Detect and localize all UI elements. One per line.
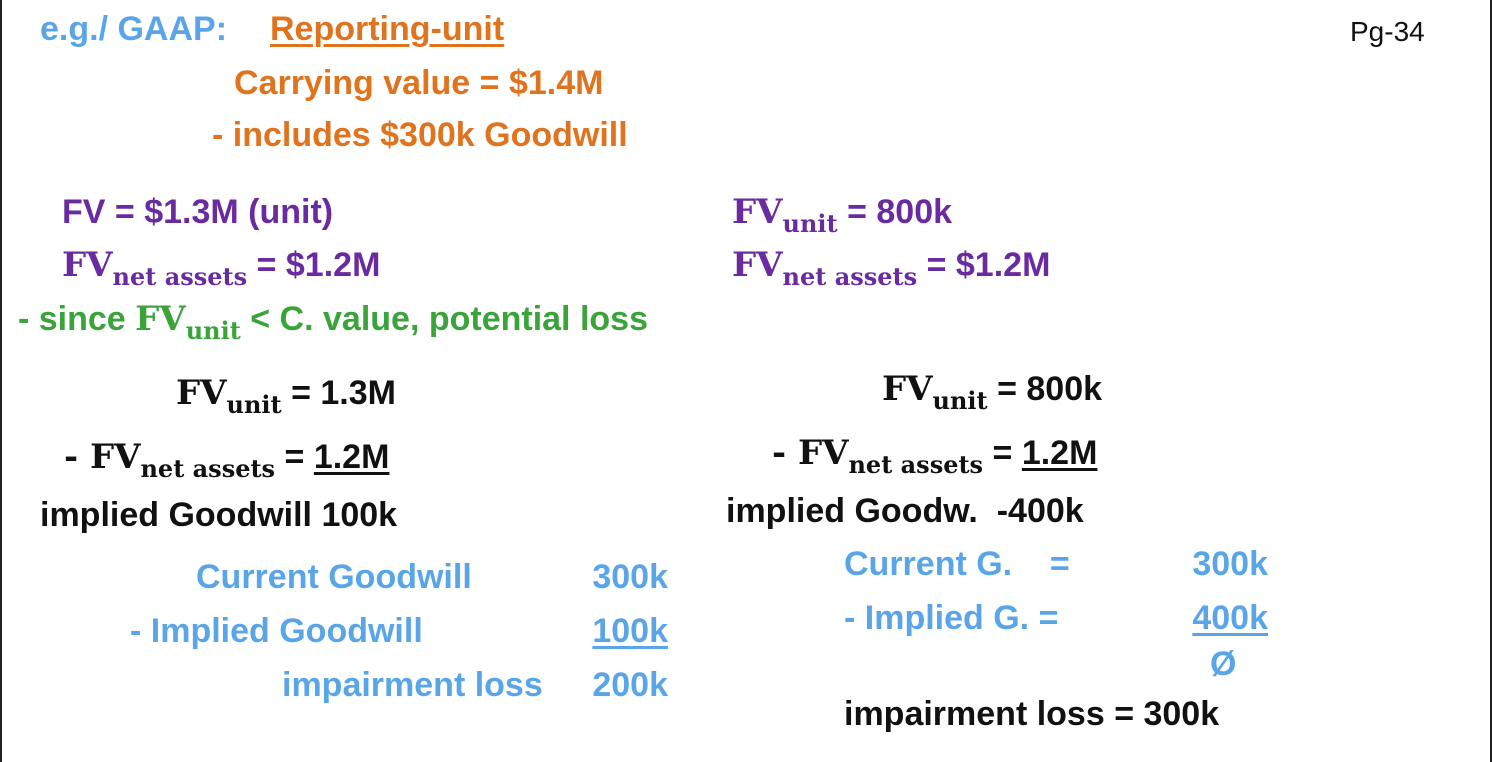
carrying-value-line: Carrying value = $1.4M xyxy=(234,64,604,102)
left-implied-goodwill: implied Goodwill 100k xyxy=(40,496,398,534)
topic-title: Reporting-unit xyxy=(270,10,505,48)
left-fv-net-assets-calc: - FVnet assets = 1.2M xyxy=(64,437,390,483)
example-label: e.g./ GAAP: xyxy=(40,10,228,48)
left-impairment-loss-label: impairment loss xyxy=(282,666,543,704)
left-implied-goodwill-value: 100k xyxy=(592,612,668,650)
fv-unit-left: FV = $1.3M (unit) xyxy=(62,193,334,231)
fv-net-assets-left: FVnet assets = $1.2M xyxy=(62,245,381,291)
potential-loss-note: - since FVunit < C. value, potential los… xyxy=(18,299,648,345)
left-fv-unit-calc: FVunit = 1.3M xyxy=(176,373,396,419)
fv-unit-right: FVunit = 800k xyxy=(732,192,953,238)
left-implied-goodwill-label: - Implied Goodwill xyxy=(130,612,423,650)
right-fv-net-assets-calc: - FVnet assets = 1.2M xyxy=(772,433,1098,479)
right-impairment-loss: impairment loss = 300k xyxy=(844,695,1220,733)
right-current-goodwill-label: Current G. = xyxy=(844,545,1070,583)
right-implied-goodwill-value: 400k xyxy=(1192,599,1268,637)
right-implied-goodwill: implied Goodw. -400k xyxy=(726,492,1084,530)
page-number: Pg-34 xyxy=(1350,16,1425,47)
goodwill-included-line: - includes $300k Goodwill xyxy=(212,116,628,154)
left-current-goodwill-label: Current Goodwill xyxy=(196,558,472,596)
fv-net-assets-right: FVnet assets = $1.2M xyxy=(732,245,1051,291)
right-implied-goodwill-label: - Implied G. = xyxy=(844,599,1059,637)
right-zero-marker: Ø xyxy=(1210,645,1237,683)
left-impairment-loss-value: 200k xyxy=(592,666,668,704)
right-fv-unit-calc: FVunit = 800k xyxy=(882,369,1103,415)
left-current-goodwill-value: 300k xyxy=(592,558,668,596)
right-current-goodwill-value: 300k xyxy=(1192,545,1268,583)
